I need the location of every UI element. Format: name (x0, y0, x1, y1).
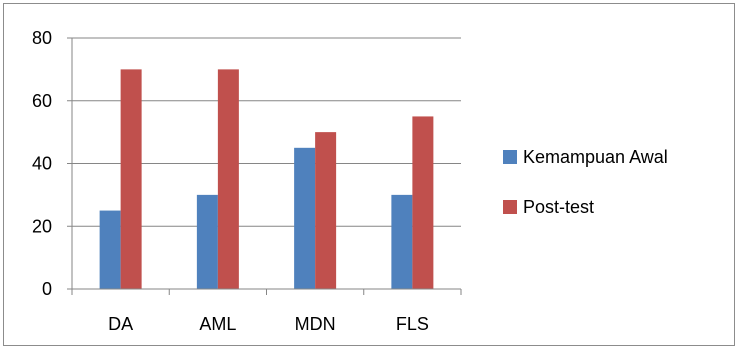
x-tick-labels: DA AML MDN FLS (108, 314, 429, 334)
x-tick-label: FLS (396, 314, 429, 334)
legend-swatch (503, 200, 517, 214)
x-tick-label: MDN (295, 314, 336, 334)
legend-label: Kemampuan Awal (523, 147, 668, 167)
y-tick-label: 80 (32, 28, 52, 48)
x-tick-label: DA (108, 314, 133, 334)
bars (99, 69, 434, 289)
y-tick-label: 20 (32, 216, 52, 236)
bar (391, 194, 413, 289)
legend-label: Post-test (523, 197, 594, 217)
y-tick-label: 60 (32, 91, 52, 111)
legend: Kemampuan Awal Post-test (503, 147, 668, 217)
bar (315, 132, 337, 289)
axes (67, 37, 462, 295)
bar (217, 69, 239, 289)
bar (196, 194, 218, 289)
bar (99, 210, 121, 289)
y-tick-labels: 0 20 40 60 80 (32, 28, 52, 299)
y-tick-label: 40 (32, 154, 52, 174)
bar (120, 69, 142, 289)
y-tick-label: 0 (42, 279, 52, 299)
legend-swatch (503, 150, 517, 164)
x-tick-label: AML (199, 314, 236, 334)
bar (294, 147, 316, 289)
bar (412, 116, 434, 289)
